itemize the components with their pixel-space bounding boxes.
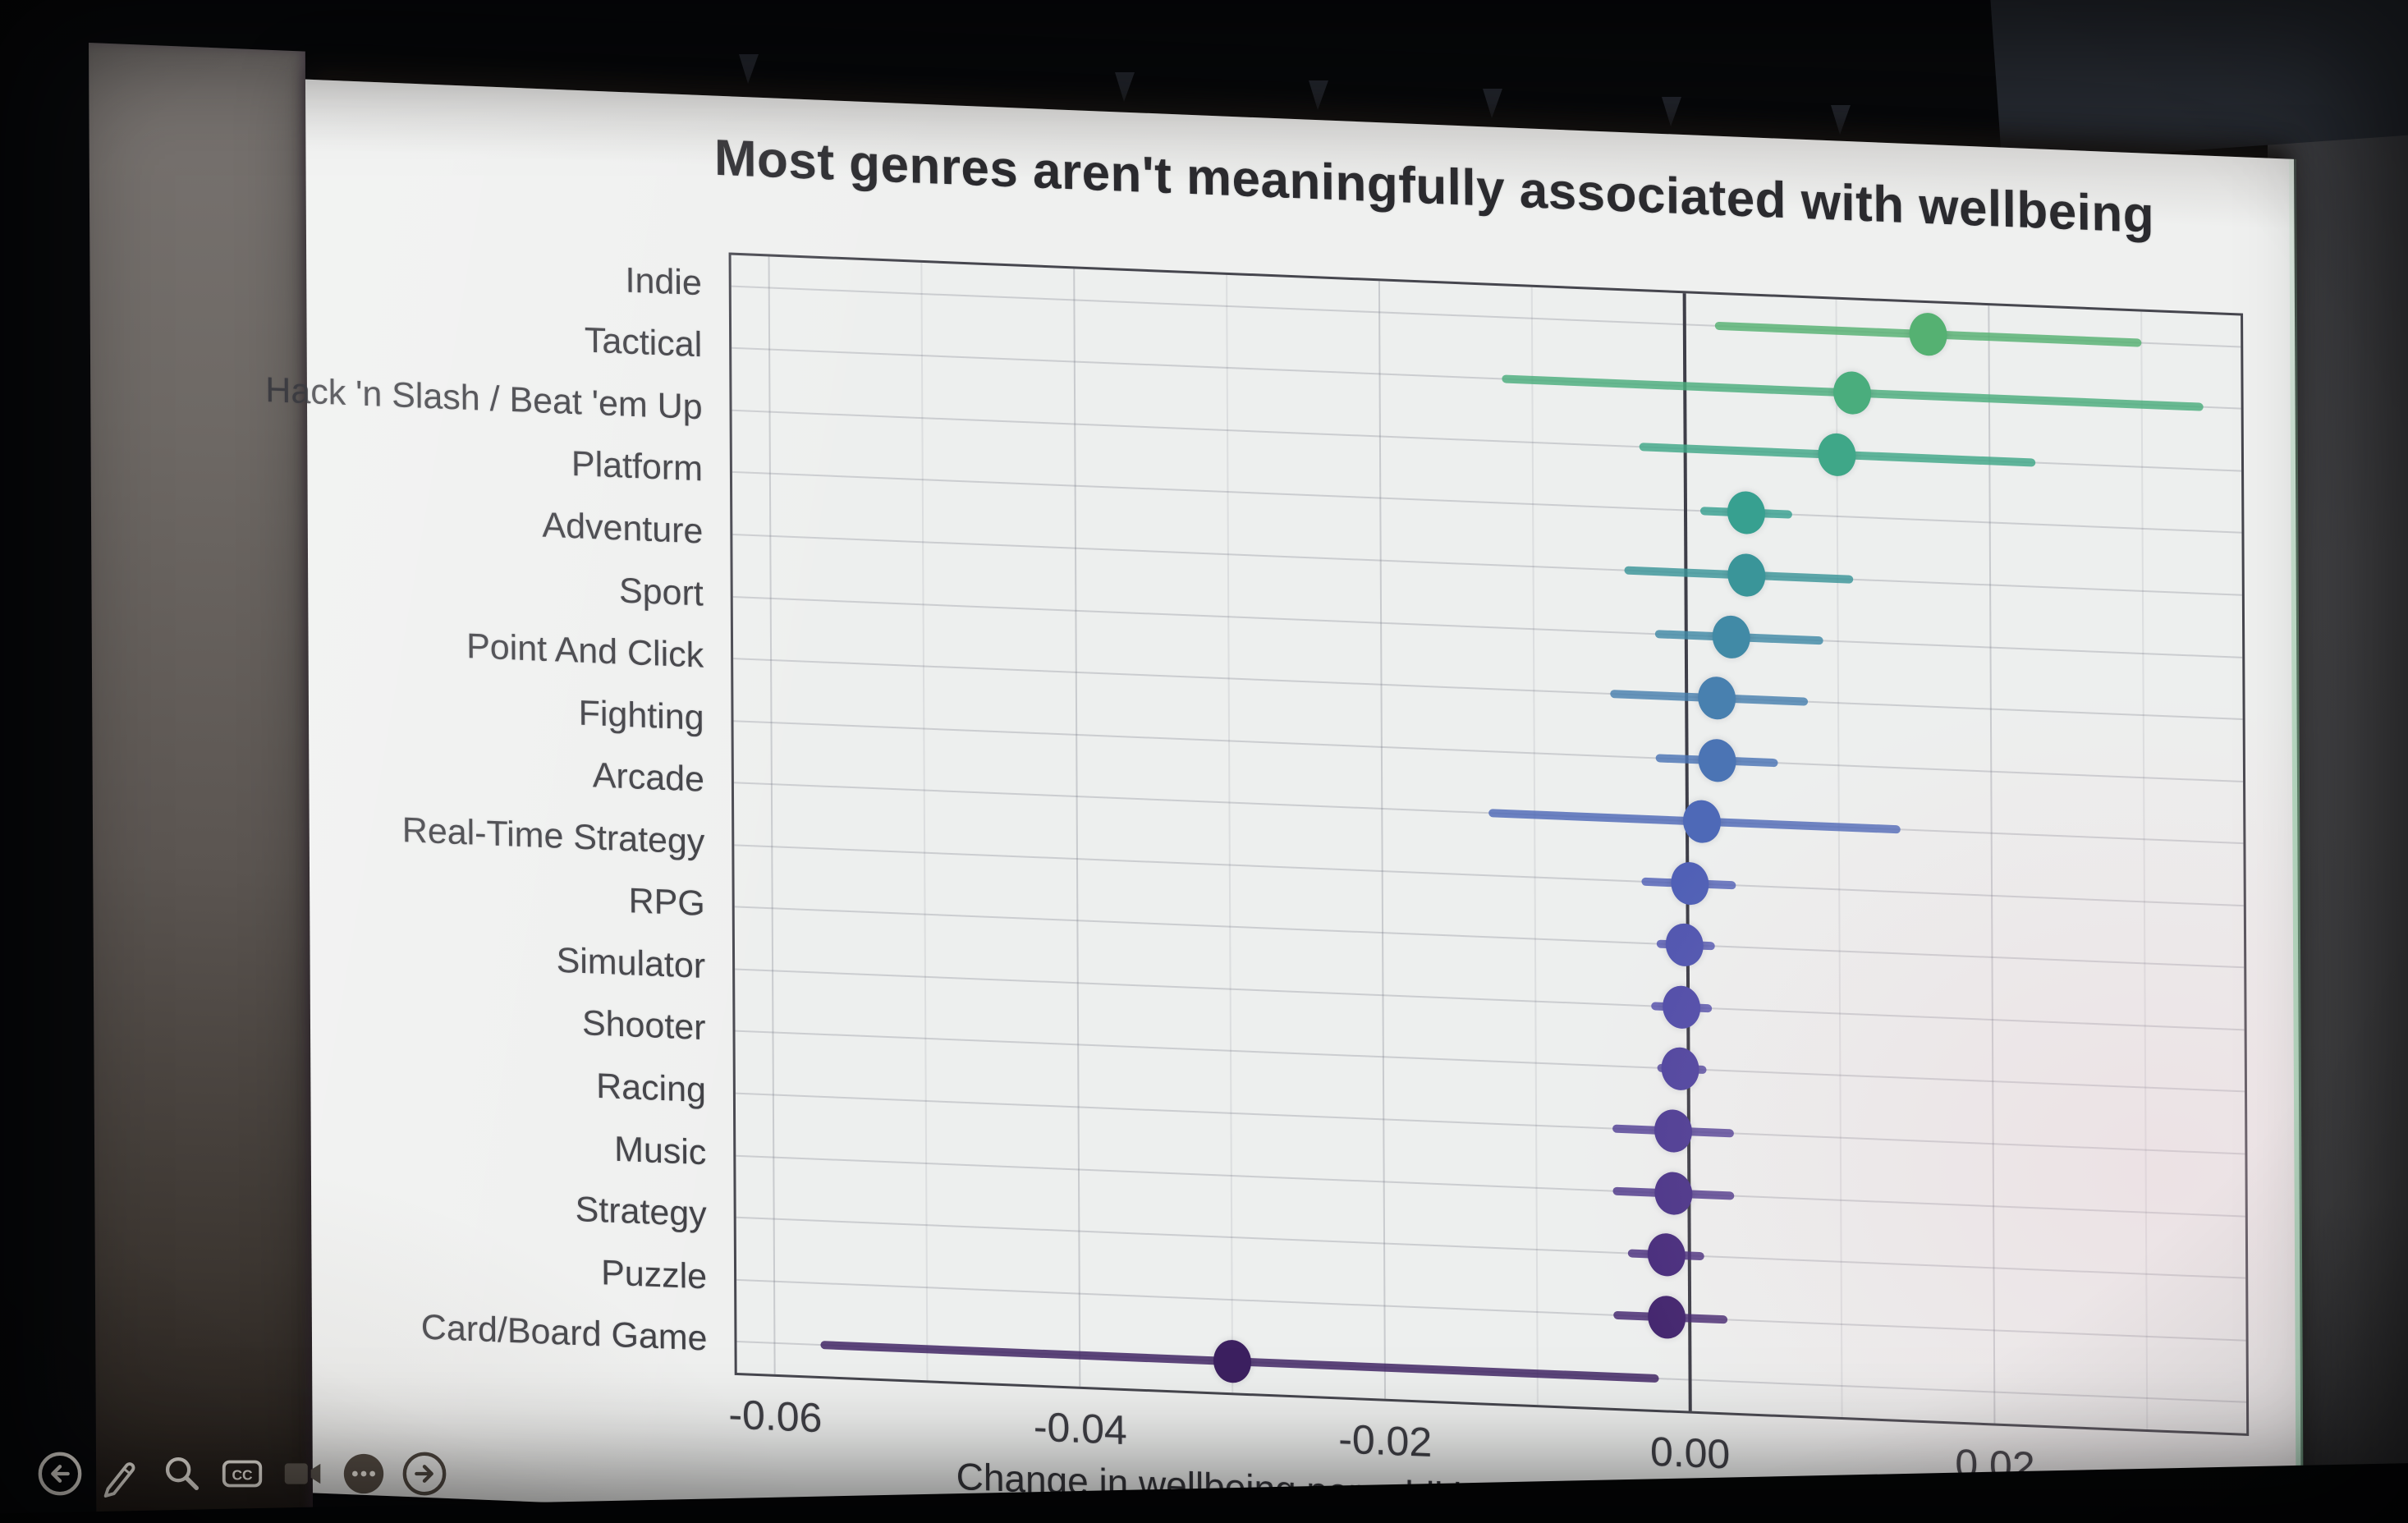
chart-panel: Change in wellbeing per additional hour … [265, 252, 2250, 1523]
gridline-horizontal [734, 906, 2245, 969]
cc-captions-icon[interactable]: CC [218, 1450, 266, 1498]
x-tick-label: -0.02 [1338, 1415, 1433, 1466]
data-point [1665, 923, 1704, 968]
gridline-horizontal [732, 595, 2243, 658]
data-point [1647, 1295, 1686, 1339]
gridline-horizontal [735, 1092, 2245, 1155]
zero-reference-line [1682, 293, 1692, 1411]
color-fringe [2289, 158, 2305, 1523]
gridline-horizontal [733, 719, 2244, 782]
gridline-horizontal [736, 1154, 2245, 1218]
data-point [1661, 1047, 1700, 1092]
forward-circle-arrow-icon[interactable] [401, 1450, 448, 1498]
gridline-horizontal [733, 658, 2243, 721]
data-point [1727, 490, 1766, 535]
slide: Most genres aren't meaningfully associat… [265, 79, 2305, 1523]
data-point [1818, 432, 1857, 477]
data-point [1727, 553, 1766, 598]
projection-screen: Most genres aren't meaningfully associat… [89, 43, 2311, 1523]
magnifier-icon[interactable] [158, 1450, 205, 1498]
data-point [1663, 984, 1701, 1030]
data-point [1683, 799, 1722, 844]
data-point [1832, 370, 1872, 415]
video-camera-icon[interactable] [279, 1450, 327, 1498]
ellipsis-icon[interactable] [340, 1450, 388, 1498]
data-point [1712, 614, 1751, 659]
gridline-horizontal [736, 1278, 2246, 1342]
data-point [1213, 1339, 1252, 1384]
chart-title: Most genres aren't meaningfully associat… [713, 129, 2155, 245]
data-point [1698, 738, 1736, 782]
gridline-major [768, 256, 777, 1374]
gridline-horizontal [732, 471, 2242, 534]
gridline-minor [1530, 287, 1539, 1406]
data-point [1647, 1232, 1686, 1278]
gridline-horizontal [736, 1216, 2246, 1279]
gridline-major [1378, 281, 1386, 1399]
data-point [1697, 676, 1736, 721]
gridline-minor [1226, 274, 1234, 1393]
data-point [1671, 860, 1709, 906]
gridline-horizontal [732, 533, 2242, 596]
pencil-icon[interactable] [97, 1450, 144, 1498]
gridline-major [1988, 305, 1996, 1424]
x-tick-label: -0.06 [728, 1391, 823, 1442]
svg-text:CC: CC [232, 1466, 253, 1483]
data-point [1909, 312, 1947, 356]
gridline-minor [2140, 311, 2149, 1430]
x-tick-label: 0.00 [1649, 1428, 1731, 1478]
gridline-major [1073, 268, 1081, 1387]
gridline-minor [920, 262, 929, 1381]
gridline-horizontal [734, 844, 2244, 906]
video-player-toolbar: CC [36, 1450, 448, 1498]
gridline-horizontal [735, 968, 2245, 1031]
x-tick-label: -0.04 [1033, 1403, 1127, 1454]
back-circle-arrow-icon[interactable] [36, 1450, 84, 1498]
gridline-horizontal [735, 1030, 2245, 1093]
